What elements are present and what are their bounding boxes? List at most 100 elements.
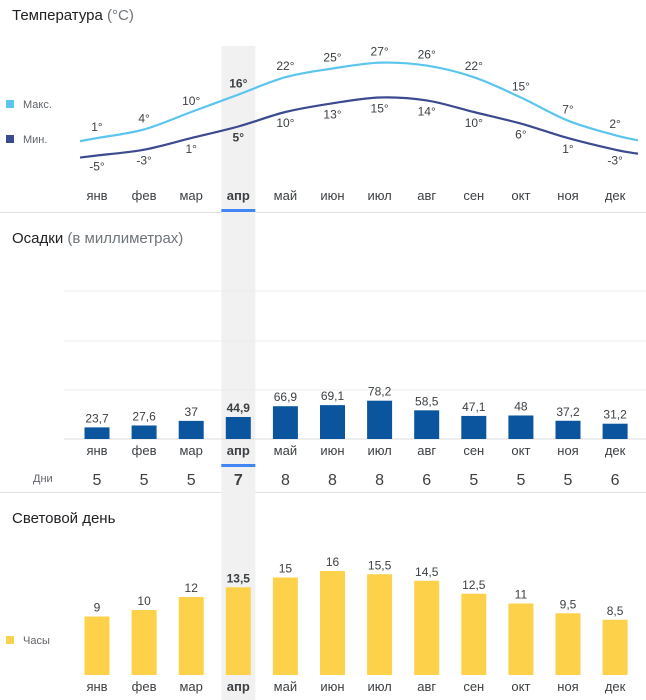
daylight-month-label: апр — [227, 679, 250, 694]
precipitation-month-label: дек — [605, 443, 626, 458]
precipitation-value-label: 66,9 — [274, 390, 298, 404]
selected-month-underline — [221, 464, 256, 467]
temperature-month-label: апр — [227, 188, 250, 203]
daylight-value-label: 8,5 — [607, 604, 624, 618]
precipitation-month-label: сен — [463, 443, 484, 458]
daylight-value-label: 11 — [515, 588, 528, 602]
daylight-month-label: фев — [132, 679, 157, 694]
precipitation-month-label: май — [274, 443, 297, 458]
precipitation-title-text: Осадки — [12, 230, 64, 247]
precipitation-days-label: Дни — [33, 473, 53, 485]
precipitation-month-label: июн — [320, 443, 344, 458]
daylight-bar — [555, 613, 581, 675]
daylight-bar — [508, 603, 534, 675]
precipitation-days-value: 5 — [564, 472, 573, 489]
daylight-month-label: янв — [86, 679, 107, 694]
daylight-bar — [131, 610, 157, 675]
temperature-month-label: дек — [605, 188, 626, 203]
precipitation-bar — [461, 415, 487, 439]
daylight-month-label: мар — [179, 679, 202, 694]
section-divider — [0, 212, 646, 213]
temperature-min-label: 13° — [323, 107, 341, 121]
temperature-max-label: 10° — [182, 94, 200, 108]
legend-hours-label: Часы — [23, 635, 50, 647]
precipitation-value-label: 23,7 — [85, 411, 109, 425]
precipitation-month-label: окт — [511, 443, 530, 458]
precipitation-month-label: ноя — [557, 443, 578, 458]
precipitation-days-value: 8 — [328, 472, 337, 489]
precipitation-value-label: 37,2 — [556, 405, 580, 419]
legend-hours-swatch — [6, 636, 14, 644]
precipitation-month-label: мар — [179, 443, 202, 458]
temperature-max-label: 22° — [276, 59, 294, 73]
daylight-month-label: авг — [417, 679, 436, 694]
precipitation-month-label: апр — [227, 443, 250, 458]
daylight-value-label: 15 — [279, 562, 293, 576]
precipitation-days-value: 5 — [516, 472, 525, 489]
precipitation-bar — [272, 406, 298, 439]
precipitation-days-value: 8 — [375, 472, 384, 489]
temperature-min-label: 10° — [276, 116, 294, 130]
precipitation-bar — [508, 415, 534, 439]
precipitation-value-label: 69,1 — [321, 389, 345, 403]
temperature-max-label: 2° — [609, 117, 621, 131]
precipitation-value-label: 48 — [514, 399, 528, 413]
precipitation-bar — [84, 427, 110, 439]
precipitation-days-value: 6 — [611, 472, 620, 489]
temperature-min-label: 1° — [185, 142, 197, 156]
precipitation-days-value: 5 — [140, 472, 149, 489]
temperature-month-label: окт — [511, 188, 530, 203]
daylight-value-label: 12 — [185, 581, 199, 595]
precipitation-month-label: фев — [132, 443, 157, 458]
temperature-min-label: 15° — [371, 102, 389, 116]
temperature-max-label: 7° — [562, 103, 574, 117]
legend-max-swatch — [6, 100, 14, 108]
precipitation-bar — [178, 420, 204, 439]
daylight-month-label: окт — [511, 679, 530, 694]
legend-min-label: Мин. — [23, 134, 47, 146]
temperature-min-label: -3° — [136, 154, 152, 168]
precipitation-value-label: 58,5 — [415, 394, 439, 408]
precipitation-value-label: 44,9 — [227, 401, 251, 415]
precipitation-value-label: 78,2 — [368, 385, 392, 399]
precipitation-unit: (в миллиметрах) — [67, 230, 184, 247]
temperature-unit: (°C) — [107, 7, 134, 24]
precipitation-month-label: янв — [86, 443, 107, 458]
daylight-bar — [461, 593, 487, 675]
temperature-min-label: 10° — [465, 116, 483, 130]
temperature-max-label: 15° — [512, 80, 530, 94]
precipitation-value-label: 47,1 — [462, 400, 486, 414]
temperature-title-text: Температура — [12, 7, 103, 24]
temperature-month-label: мар — [179, 188, 202, 203]
precipitation-days-value: 5 — [93, 472, 102, 489]
daylight-month-label: май — [274, 679, 297, 694]
daylight-bar — [272, 577, 298, 675]
daylight-bar — [367, 574, 393, 675]
temperature-month-label: май — [274, 188, 297, 203]
daylight-value-label: 9 — [94, 601, 101, 615]
temperature-month-label: июн — [320, 188, 344, 203]
precipitation-days-value: 8 — [281, 472, 290, 489]
legend-min-swatch — [6, 135, 14, 143]
daylight-title-text: Световой день — [12, 510, 116, 527]
selected-month-underline — [221, 209, 256, 212]
temperature-month-label: ноя — [557, 188, 578, 203]
precipitation-month-label: июл — [367, 443, 391, 458]
daylight-bar — [225, 587, 251, 675]
temperature-max-label: 16° — [229, 77, 247, 91]
temperature-max-label: 27° — [371, 45, 389, 59]
temperature-max-label: 25° — [323, 51, 341, 65]
precipitation-bar — [555, 420, 581, 439]
precipitation-bar — [320, 405, 345, 439]
daylight-value-label: 14,5 — [415, 565, 439, 579]
temperature-month-label: фев — [132, 188, 157, 203]
daylight-month-label: июн — [320, 679, 344, 694]
precipitation-value-label: 27,6 — [132, 409, 156, 423]
daylight-value-label: 12,5 — [462, 578, 486, 592]
daylight-bar — [602, 619, 628, 675]
daylight-month-label: июл — [367, 679, 391, 694]
temperature-month-label: сен — [463, 188, 484, 203]
daylight-month-label: сен — [463, 679, 484, 694]
daylight-month-label: дек — [605, 679, 626, 694]
